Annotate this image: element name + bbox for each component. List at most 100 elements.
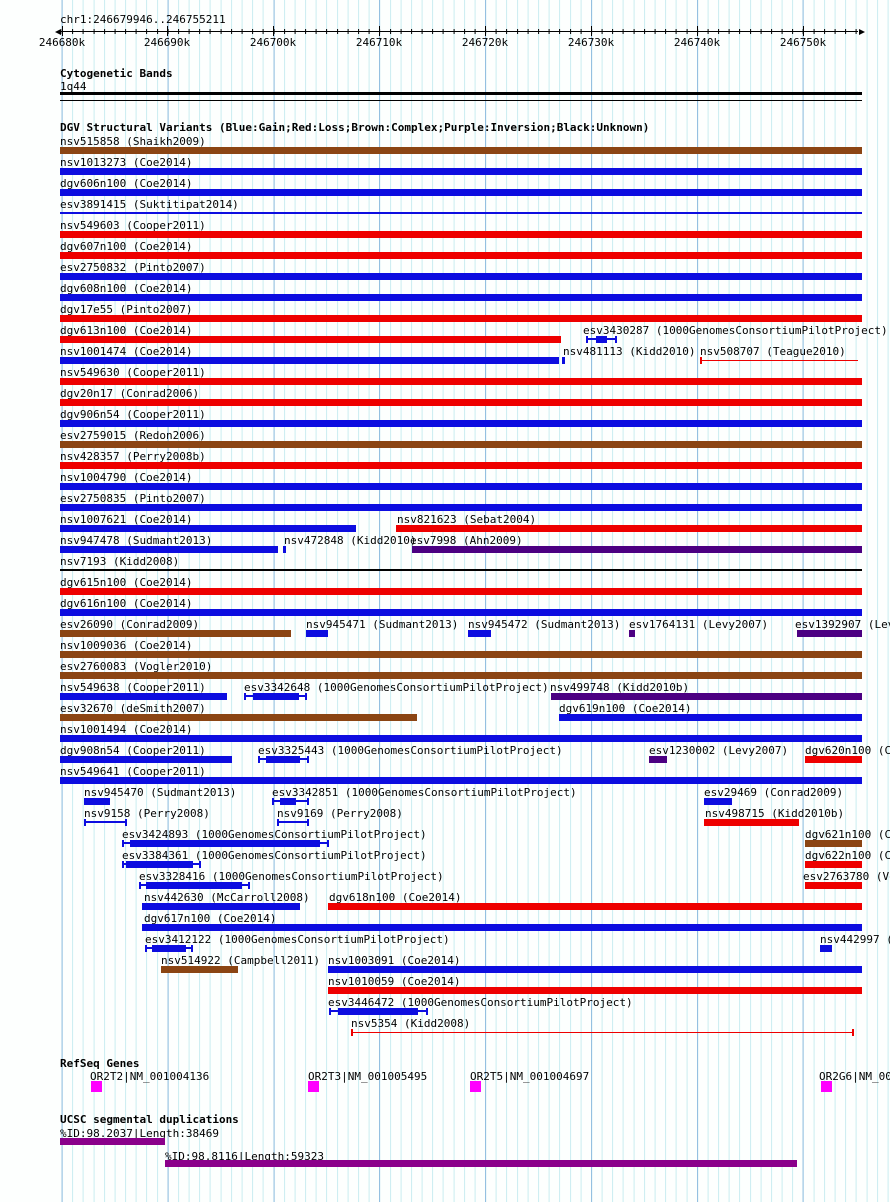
variant-label[interactable]: esv2759015 (Redon2006)	[60, 429, 206, 442]
variant-bar[interactable]	[60, 441, 862, 448]
variant-label[interactable]: esv1764131 (Levy2007)	[629, 618, 769, 631]
variant-bar[interactable]	[60, 609, 862, 616]
variant-label[interactable]: nsv428357 (Perry2008b)	[60, 450, 206, 463]
variant-bar[interactable]	[820, 945, 832, 952]
variant-label[interactable]: nsv1004790 (Coe2014)	[60, 471, 193, 484]
variant-label[interactable]: nsv1007621 (Coe2014)	[60, 513, 193, 526]
variant-label[interactable]: nsv549630 (Cooper2011)	[60, 366, 206, 379]
variant-label[interactable]: esv1230002 (Levy2007)	[649, 744, 789, 757]
variant-bar[interactable]	[797, 630, 862, 637]
variant-label[interactable]: dgv608n100 (Coe2014)	[60, 282, 193, 295]
variant-bar[interactable]	[60, 672, 862, 679]
variant-label[interactable]: nsv9169 (Perry2008)	[277, 807, 403, 820]
variant-bar[interactable]	[60, 399, 862, 406]
variant-label[interactable]: nsv945471 (Sudmant2013)	[306, 618, 459, 631]
variant-label[interactable]: esv3384361 (1000GenomesConsortiumPilotPr…	[122, 849, 427, 862]
gene-box[interactable]	[821, 1081, 832, 1092]
variant-label[interactable]: dgv616n100 (Coe2014)	[60, 597, 193, 610]
variant-label[interactable]: dgv906n54 (Cooper2011)	[60, 408, 206, 421]
gene-label[interactable]: OR2T3|NM_001005495	[308, 1070, 428, 1083]
variant-bar[interactable]	[161, 966, 238, 973]
segdup-bar[interactable]	[60, 1138, 165, 1145]
variant-bar[interactable]	[60, 588, 862, 595]
variant-bar[interactable]	[60, 212, 862, 214]
variant-bar[interactable]	[60, 147, 862, 154]
variant-bar[interactable]	[60, 357, 559, 364]
variant-bar[interactable]	[596, 336, 607, 343]
variant-bar[interactable]	[328, 966, 862, 973]
variant-bar[interactable]	[60, 273, 862, 280]
variant-bar[interactable]	[468, 630, 491, 637]
variant-bar[interactable]	[559, 714, 862, 721]
variant-label[interactable]: esv2760083 (Vogler2010)	[60, 660, 213, 673]
variant-bar[interactable]	[328, 903, 862, 910]
variant-bar[interactable]	[328, 987, 862, 994]
variant-label[interactable]: esv3412122 (1000GenomesConsortiumPilotPr…	[145, 933, 450, 946]
gene-label[interactable]: OR2T5|NM_001004697	[470, 1070, 590, 1083]
variant-bar[interactable]	[142, 903, 300, 910]
variant-bar[interactable]	[60, 420, 862, 427]
variant-label[interactable]: nsv508707 (Teague2010)	[700, 345, 846, 358]
variant-bar[interactable]	[412, 546, 862, 553]
variant-label[interactable]: dgv908n54 (Cooper2011)	[60, 744, 206, 757]
variant-bar[interactable]	[60, 735, 862, 742]
variant-bar[interactable]	[60, 189, 862, 196]
gene-box[interactable]	[470, 1081, 481, 1092]
variant-bar[interactable]	[126, 861, 193, 868]
variant-label[interactable]: dgv617n100 (Coe2014)	[144, 912, 277, 925]
variant-bar[interactable]	[60, 252, 862, 259]
variant-label[interactable]: nsv549603 (Cooper2011)	[60, 219, 206, 232]
variant-label[interactable]: esv2750832 (Pinto2007)	[60, 261, 206, 274]
gene-box[interactable]	[308, 1081, 319, 1092]
variant-bar[interactable]	[60, 714, 417, 721]
variant-bar[interactable]	[704, 819, 799, 826]
variant-bar[interactable]	[60, 294, 862, 301]
variant-label[interactable]: nsv1013273 (Coe2014)	[60, 156, 193, 169]
segdup-bar[interactable]	[165, 1160, 797, 1167]
variant-label[interactable]: esv2750835 (Pinto2007)	[60, 492, 206, 505]
variant-label[interactable]: nsv442997 (V	[820, 933, 890, 946]
variant-bar[interactable]	[60, 231, 862, 238]
variant-label[interactable]: nsv549641 (Cooper2011)	[60, 765, 206, 778]
variant-label[interactable]: nsv1003091 (Coe2014)	[328, 954, 461, 967]
variant-bar[interactable]	[60, 504, 862, 511]
variant-label[interactable]: esv3446472 (1000GenomesConsortiumPilotPr…	[328, 996, 633, 1009]
variant-label[interactable]: nsv947478 (Sudmant2013)	[60, 534, 213, 547]
variant-label[interactable]: nsv515858 (Shaikh2009)	[60, 135, 206, 148]
variant-bar[interactable]	[280, 798, 296, 805]
variant-label[interactable]: nsv472848 (Kidd2010)	[284, 534, 417, 547]
variant-bar[interactable]	[266, 756, 300, 763]
variant-label[interactable]: dgv17e55 (Pinto2007)	[60, 303, 193, 316]
variant-bar[interactable]	[704, 798, 732, 805]
variant-bar[interactable]	[805, 756, 862, 763]
variant-bar[interactable]	[551, 693, 862, 700]
variant-label[interactable]: nsv442630 (McCarroll2008)	[144, 891, 310, 904]
variant-bar[interactable]	[60, 651, 862, 658]
variant-bar[interactable]	[142, 924, 862, 931]
segdup-label[interactable]: %ID:98.2037|Length:38469	[60, 1127, 219, 1140]
variant-label[interactable]: dgv613n100 (Coe2014)	[60, 324, 193, 337]
variant-label[interactable]: dgv20n17 (Conrad2006)	[60, 387, 200, 400]
variant-bar[interactable]	[130, 840, 320, 847]
variant-label[interactable]: nsv821623 (Sebat2004)	[397, 513, 537, 526]
variant-bar[interactable]	[60, 525, 356, 532]
variant-bar[interactable]	[805, 840, 862, 847]
variant-label[interactable]: dgv619n100 (Coe2014)	[559, 702, 692, 715]
variant-bar[interactable]	[60, 630, 291, 637]
variant-label[interactable]: nsv514922 (Campbell2011)	[161, 954, 320, 967]
variant-bar[interactable]	[60, 546, 278, 553]
variant-label[interactable]: esv1392907 (Levy	[795, 618, 890, 631]
variant-label[interactable]: nsv1001474 (Coe2014)	[60, 345, 193, 358]
variant-bar[interactable]	[805, 861, 862, 868]
variant-label[interactable]: nsv549638 (Cooper2011)	[60, 681, 206, 694]
gene-label[interactable]: OR2T2|NM_001004136	[90, 1070, 210, 1083]
variant-label[interactable]: dgv622n100 (Co	[805, 849, 890, 862]
variant-label[interactable]: nsv1001494 (Coe2014)	[60, 723, 193, 736]
variant-line[interactable]	[84, 821, 127, 823]
variant-label[interactable]: esv3342851 (1000GenomesConsortiumPilotPr…	[272, 786, 577, 799]
variant-label[interactable]: nsv7193 (Kidd2008)	[60, 555, 180, 568]
variant-label[interactable]: esv3430287 (1000GenomesConsortiumPilotPr…	[583, 324, 888, 337]
variant-line[interactable]	[700, 360, 858, 361]
variant-bar[interactable]	[60, 168, 862, 175]
variant-label[interactable]: nsv1010059 (Coe2014)	[328, 975, 461, 988]
